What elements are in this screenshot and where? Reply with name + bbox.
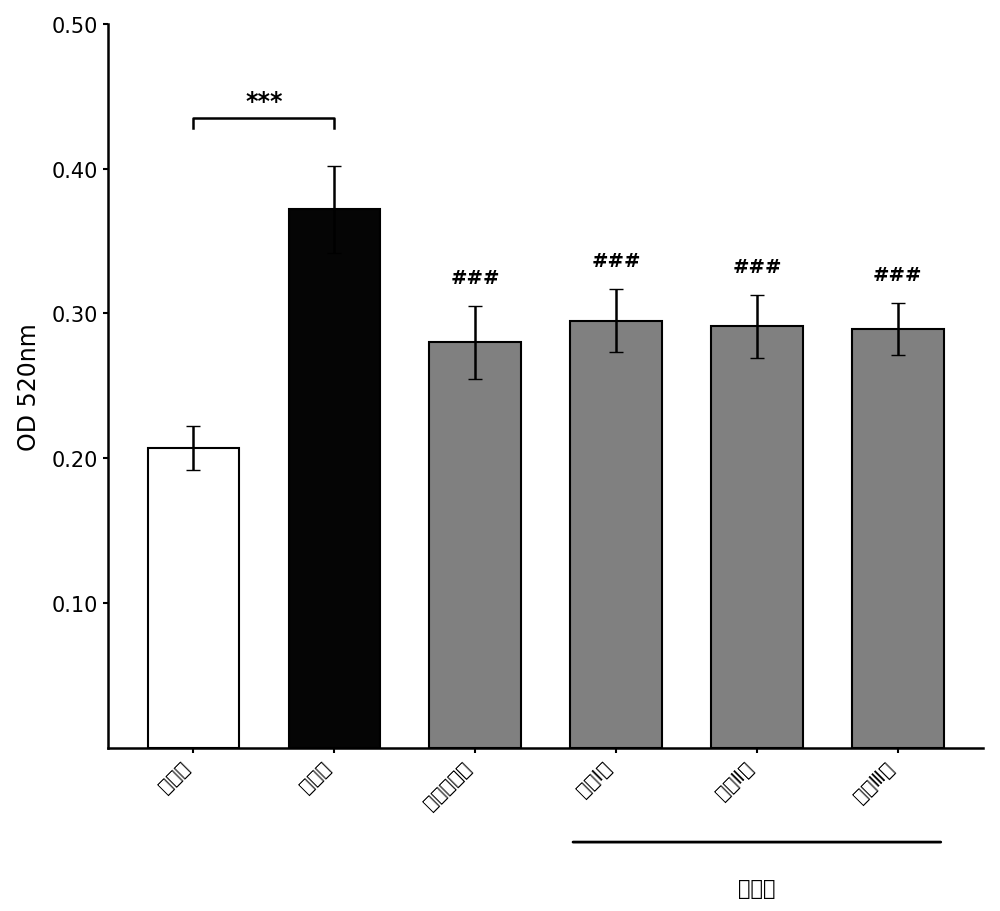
Bar — [852, 330, 944, 748]
Text: ###: ### — [450, 269, 500, 288]
Text: ###: ### — [591, 251, 641, 271]
Text: ###: ### — [732, 258, 782, 276]
Bar — [148, 448, 239, 748]
Y-axis label: OD 520nm: OD 520nm — [17, 322, 41, 450]
Bar — [289, 210, 380, 748]
Text: 样品组: 样品组 — [738, 878, 776, 898]
Bar — [429, 343, 521, 748]
Bar — [711, 327, 803, 748]
Text: ###: ### — [873, 266, 923, 285]
Bar — [570, 322, 662, 748]
Text: ***: *** — [245, 90, 283, 115]
